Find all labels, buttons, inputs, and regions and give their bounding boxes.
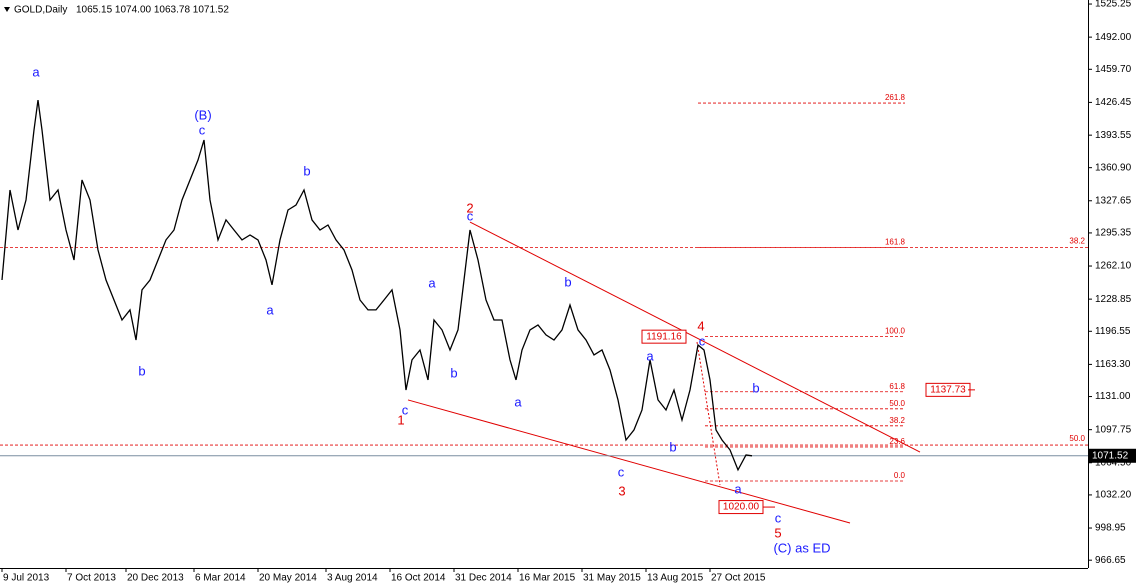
y-tick-label: 966.65 xyxy=(1095,555,1126,566)
x-tick-label: 31 May 2015 xyxy=(583,573,641,584)
price-box xyxy=(641,329,687,344)
wave-label: 3 xyxy=(618,483,625,498)
wave-label: a xyxy=(514,394,522,409)
wave-label: 4 xyxy=(697,318,704,333)
y-tick-label: 1295.35 xyxy=(1095,228,1132,239)
x-tick-label: 13 Aug 2015 xyxy=(647,573,704,584)
wave-label: (B) xyxy=(194,107,211,122)
y-tick-label: 1196.55 xyxy=(1095,326,1131,337)
wave-label: b xyxy=(138,363,145,378)
y-tick-label: 1032.20 xyxy=(1095,490,1132,501)
retrace-line xyxy=(696,341,721,486)
fib-label: 50.0 xyxy=(889,399,905,408)
fib-label: 261.8 xyxy=(885,93,906,102)
y-tick-label: 1459.70 xyxy=(1095,64,1132,75)
x-tick-label: 7 Oct 2013 xyxy=(67,573,116,584)
wave-label: 2 xyxy=(466,200,473,215)
x-tick-label: 31 Dec 2014 xyxy=(455,573,512,584)
y-tick-label: 1492.00 xyxy=(1095,32,1132,43)
y-tick-label: 998.95 xyxy=(1095,523,1126,534)
chart-subtitle: 1065.15 1074.00 1063.78 1071.52 xyxy=(76,5,229,16)
x-tick-label: 27 Oct 2015 xyxy=(711,573,766,584)
x-tick-label: 20 May 2014 xyxy=(259,573,317,584)
wave-label: a xyxy=(266,302,274,317)
fib-label: 23.6 xyxy=(889,437,905,446)
wave-label: a xyxy=(646,348,654,363)
x-tick-label: 20 Dec 2013 xyxy=(127,573,184,584)
wave-label: a xyxy=(428,275,436,290)
fib-label: 161.8 xyxy=(885,238,906,247)
level-label: 38.2 xyxy=(1069,237,1085,246)
last-price-tag xyxy=(1089,448,1136,463)
y-tick-label: 1097.75 xyxy=(1095,424,1132,435)
x-tick-label: 16 Oct 2014 xyxy=(391,573,446,584)
y-tick-label: 1426.45 xyxy=(1095,97,1132,108)
price-box-label: 1191.16 xyxy=(646,331,682,342)
y-tick-label: 1327.65 xyxy=(1095,195,1132,206)
y-tick-label: 1525.25 xyxy=(1095,0,1132,10)
last-price-label: 1071.52 xyxy=(1092,450,1129,461)
wave-label: b xyxy=(303,163,310,178)
wave-label: a xyxy=(734,481,742,496)
trendline xyxy=(469,221,921,453)
fib-label: 38.2 xyxy=(889,416,905,425)
y-tick-label: 1228.85 xyxy=(1095,294,1132,305)
wave-label: c xyxy=(467,208,474,223)
wave-label: c xyxy=(618,464,625,479)
y-tick-label: 1393.55 xyxy=(1095,130,1132,141)
wave-label: c xyxy=(402,402,409,417)
price-box-label: 1137.73 xyxy=(930,384,966,395)
wave-label: (C) as ED xyxy=(773,540,830,555)
trendline xyxy=(407,399,851,524)
fib-label: 0.0 xyxy=(894,471,906,480)
price-line xyxy=(1,100,753,472)
chart-title: GOLD,Daily xyxy=(14,5,67,16)
header-icon xyxy=(4,7,10,12)
wave-label: a xyxy=(32,64,40,79)
wave-label: c xyxy=(699,333,706,348)
y-tick-label: 1131.00 xyxy=(1095,391,1131,402)
y-tick-label: 1360.90 xyxy=(1095,162,1132,173)
level-label: 50.0 xyxy=(1069,434,1085,443)
y-tick-label: 1262.10 xyxy=(1095,261,1132,272)
wave-label: b xyxy=(752,380,759,395)
x-tick-label: 16 Mar 2015 xyxy=(519,573,576,584)
wave-label: b xyxy=(669,439,676,454)
x-tick-label: 9 Jul 2013 xyxy=(3,573,50,584)
wave-label: c xyxy=(199,122,206,137)
wave-label: b xyxy=(564,274,571,289)
y-tick-label: 1163.30 xyxy=(1095,359,1131,370)
fib-label: 61.8 xyxy=(889,382,905,391)
x-tick-label: 3 Aug 2014 xyxy=(327,573,378,584)
wave-label: b xyxy=(450,365,457,380)
fib-label: 100.0 xyxy=(885,327,906,336)
x-tick-label: 6 Mar 2014 xyxy=(195,573,246,584)
wave-label: 5 xyxy=(774,525,781,540)
wave-label: c xyxy=(775,510,782,525)
wave-label: 1 xyxy=(397,412,404,427)
y-tick-label: 1064.50 xyxy=(1095,457,1132,468)
price-box-label: 1020.00 xyxy=(723,502,760,513)
